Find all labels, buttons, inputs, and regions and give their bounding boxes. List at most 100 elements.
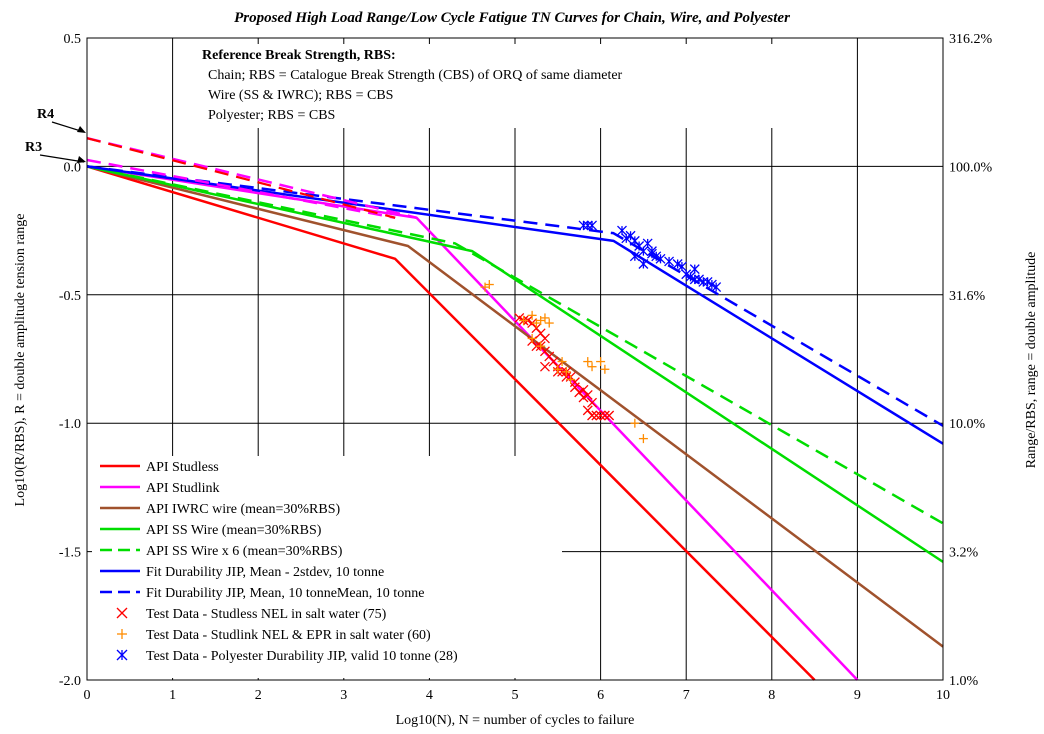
y2-tick-label: 31.6% bbox=[949, 289, 986, 304]
legend-label: Fit Durability JIP, Mean, 10 tonneMean, … bbox=[146, 586, 424, 601]
data-point bbox=[536, 341, 546, 351]
data-point bbox=[587, 397, 597, 408]
data-point bbox=[583, 357, 593, 367]
series-layer bbox=[86, 136, 944, 681]
y2-axis-label: Range/RBS, range = double amplitude bbox=[1024, 252, 1039, 469]
rbs-title: Reference Break Strength, RBS: bbox=[202, 48, 396, 63]
legend-label: Test Data - Studlink NEL & EPR in salt w… bbox=[146, 628, 431, 643]
x-tick-label: 3 bbox=[340, 688, 347, 703]
x-tick-label: 5 bbox=[512, 688, 519, 703]
data-point bbox=[540, 333, 550, 344]
r4-label: R4 bbox=[37, 107, 54, 122]
r3-arrow-head bbox=[77, 156, 86, 163]
y-tick-label: -0.5 bbox=[59, 289, 81, 304]
data-point bbox=[587, 410, 597, 421]
data-point bbox=[116, 649, 128, 661]
x-tick-label: 4 bbox=[426, 688, 433, 703]
data-point bbox=[557, 357, 567, 367]
data-point bbox=[604, 410, 615, 421]
y2-tick-label: 100.0% bbox=[949, 160, 993, 175]
y-tick-label: -1.5 bbox=[59, 546, 81, 561]
data-point bbox=[484, 280, 494, 290]
x-tick-label: 2 bbox=[255, 688, 262, 703]
y2-tick-label: 1.0% bbox=[949, 674, 979, 689]
studlink-r3-extension bbox=[86, 158, 396, 219]
data-point bbox=[664, 256, 675, 267]
data-point bbox=[655, 253, 666, 264]
data-point bbox=[689, 264, 700, 275]
legend-entry: Fit Durability JIP, Mean - 2stdev, 10 to… bbox=[100, 565, 384, 580]
data-point bbox=[566, 375, 576, 385]
studless-r4-extension bbox=[86, 137, 396, 219]
data-point bbox=[647, 246, 657, 257]
y2-tick-label: 3.2% bbox=[949, 546, 979, 561]
y-tick-label: -2.0 bbox=[59, 674, 81, 689]
data-point bbox=[540, 361, 550, 372]
y-tick-label: -1.0 bbox=[59, 417, 81, 432]
r-labels: R4 R3 bbox=[25, 107, 86, 163]
legend-label: API Studlink bbox=[146, 481, 220, 496]
data-point bbox=[582, 220, 593, 231]
x-tick-label: 1 bbox=[169, 688, 176, 703]
data-point bbox=[711, 282, 722, 293]
legend-label: Test Data - Polyester Durability JIP, va… bbox=[146, 649, 458, 664]
data-point bbox=[595, 410, 606, 421]
legend-label: API SS Wire x 6 (mean=30%RBS) bbox=[146, 544, 343, 559]
data-point bbox=[527, 333, 537, 343]
y-tick-label: 0.5 bbox=[64, 32, 82, 47]
r3-arrow bbox=[39, 154, 85, 163]
rbs-line-wire: Wire (SS & IWRC); RBS = CBS bbox=[208, 88, 393, 103]
legend-entry: Fit Durability JIP, Mean, 10 tonneMean, … bbox=[100, 586, 424, 601]
tick-labels: 0 1 2 3 4 5 6 7 8 9 10 0.5 0.0 -0.5 -1.0 -1.5 -2.0 316.2%… bbox=[59, 32, 993, 703]
data-point bbox=[540, 313, 550, 323]
legend-label: Test Data - Studless NEL in salt water (… bbox=[146, 607, 387, 622]
legend-entry: API IWRC wire (mean=30%RBS) bbox=[100, 502, 340, 517]
rbs-line-chain: Chain; RBS = Catalogue Break Strength (C… bbox=[208, 68, 623, 83]
data-point bbox=[630, 418, 640, 428]
data-point bbox=[527, 310, 537, 320]
r3-label: R3 bbox=[25, 140, 42, 155]
data-point bbox=[600, 364, 610, 374]
x-tick-label: 9 bbox=[854, 688, 861, 703]
legend-entry: Test Data - Studless NEL in salt water (… bbox=[116, 607, 387, 622]
legend-entry: API Studlink bbox=[100, 481, 220, 496]
r4-arrow-head bbox=[77, 126, 86, 133]
legend-entry: Test Data - Studlink NEL & EPR in salt w… bbox=[117, 628, 431, 643]
x-tick-label: 0 bbox=[84, 688, 91, 703]
data-point bbox=[698, 277, 709, 287]
data-point bbox=[116, 607, 128, 619]
legend-entry: Test Data - Polyester Durability JIP, va… bbox=[116, 649, 458, 664]
legend-entry: API SS Wire (mean=30%RBS) bbox=[100, 523, 322, 538]
data-point bbox=[519, 315, 529, 325]
series-3-line bbox=[86, 165, 944, 563]
y2-tick-label: 316.2% bbox=[949, 32, 993, 47]
plot-frame bbox=[86, 37, 944, 681]
y-axis-label: Log10(R/RBS), R = double amplitude tensi… bbox=[13, 214, 28, 507]
y2-tick-label: 10.0% bbox=[949, 417, 986, 432]
data-point bbox=[553, 364, 563, 374]
data-point bbox=[638, 434, 648, 444]
legend-entry: API SS Wire x 6 (mean=30%RBS) bbox=[100, 544, 343, 559]
legend-label: Fit Durability JIP, Mean - 2stdev, 10 to… bbox=[146, 565, 384, 580]
chart-title: Proposed High Load Range/Low Cycle Fatig… bbox=[234, 10, 790, 26]
legend-label: API IWRC wire (mean=30%RBS) bbox=[146, 502, 340, 517]
data-point bbox=[689, 274, 700, 285]
x-axis-label: Log10(N), N = number of cycles to failur… bbox=[396, 713, 635, 728]
series-4-line bbox=[86, 165, 944, 525]
series-5-line bbox=[86, 165, 944, 445]
marker-layer bbox=[480, 220, 722, 444]
data-point bbox=[117, 629, 127, 639]
data-point bbox=[587, 220, 597, 231]
data-point bbox=[638, 259, 649, 269]
x-tick-label: 10 bbox=[936, 688, 950, 703]
series-2-line bbox=[86, 165, 944, 648]
data-point bbox=[578, 384, 589, 395]
legend: API Studless API Studlink API IWRC wire (m… bbox=[92, 456, 562, 678]
rbs-line-polyester: Polyester; RBS = CBS bbox=[208, 108, 335, 123]
legend-label: API Studless bbox=[146, 460, 219, 475]
data-point bbox=[629, 251, 640, 262]
data-point bbox=[599, 410, 610, 421]
data-point bbox=[596, 357, 606, 367]
data-point bbox=[561, 367, 571, 377]
